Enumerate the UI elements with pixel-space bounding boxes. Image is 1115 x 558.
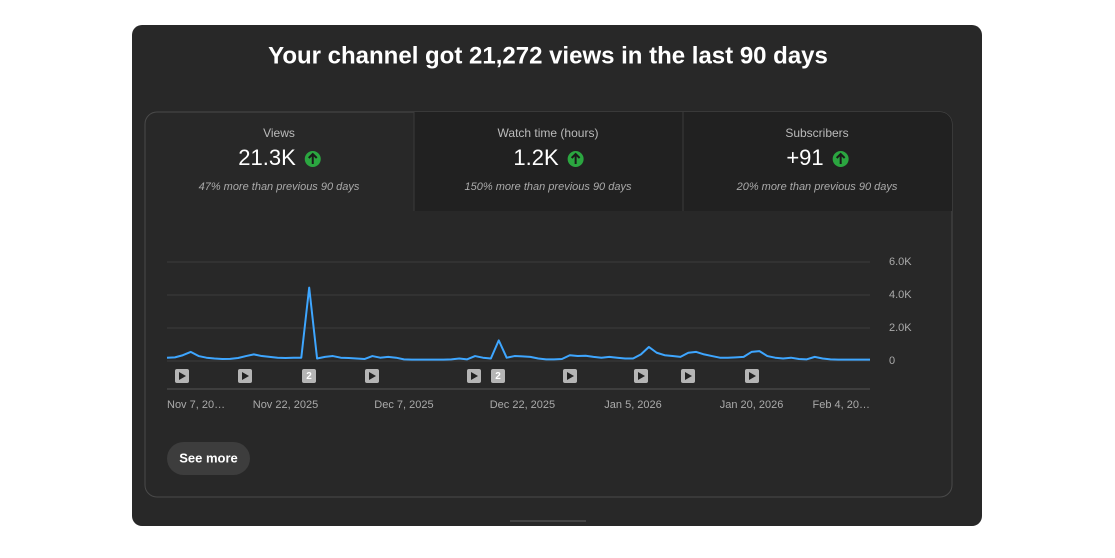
- video-count[interactable]: 2: [495, 371, 501, 382]
- x-tick-label: Jan 5, 2026: [604, 399, 662, 411]
- x-tick-label: Dec 22, 2025: [490, 399, 555, 411]
- up-arrow-glyph: [835, 152, 846, 164]
- x-tick-label: Nov 22, 2025: [253, 399, 318, 411]
- up-arrow-glyph: [308, 152, 318, 164]
- play-icon: [242, 372, 249, 380]
- x-tick-label: Feb 4, 20…: [813, 399, 870, 411]
- y-tick-label: 2.0K: [889, 322, 912, 334]
- up-arrow-glyph: [570, 152, 581, 164]
- play-icon: [369, 372, 376, 380]
- title: Your channel got 21,272 views in the las…: [268, 42, 828, 69]
- metric-label[interactable]: Watch time (hours): [498, 126, 599, 140]
- play-icon: [749, 372, 756, 380]
- metric-note[interactable]: 150% more than previous 90 days: [465, 181, 632, 193]
- play-icon: [567, 372, 574, 380]
- play-icon: [179, 372, 186, 380]
- metric-note[interactable]: 47% more than previous 90 days: [199, 181, 360, 193]
- y-tick-label: 6.0K: [889, 256, 912, 268]
- button-label[interactable]: See more: [179, 450, 238, 465]
- metric-value[interactable]: 21.3K: [238, 145, 296, 170]
- views-line: [166, 286, 870, 361]
- metric-value[interactable]: +91: [786, 145, 823, 170]
- play-icon: [638, 372, 645, 380]
- x-tick-label: Dec 7, 2025: [374, 399, 433, 411]
- metric-note[interactable]: 20% more than previous 90 days: [736, 181, 898, 193]
- y-tick-label: 0: [889, 355, 895, 367]
- button-bg[interactable]: [167, 442, 250, 475]
- x-tick-label: Nov 7, 20…: [167, 399, 225, 411]
- x-tick-label: Jan 20, 2026: [720, 399, 784, 411]
- play-icon: [471, 372, 478, 380]
- metric-label[interactable]: Subscribers: [785, 126, 848, 140]
- metric-value[interactable]: 1.2K: [513, 145, 559, 170]
- play-icon: [685, 372, 692, 380]
- video-count[interactable]: 2: [306, 371, 312, 382]
- metric-label[interactable]: Views: [263, 126, 295, 140]
- y-tick-label: 4.0K: [889, 289, 912, 301]
- video-marker[interactable]: [302, 369, 316, 383]
- see-more-button[interactable]: See more: [167, 442, 250, 475]
- video-marker[interactable]: [491, 369, 505, 383]
